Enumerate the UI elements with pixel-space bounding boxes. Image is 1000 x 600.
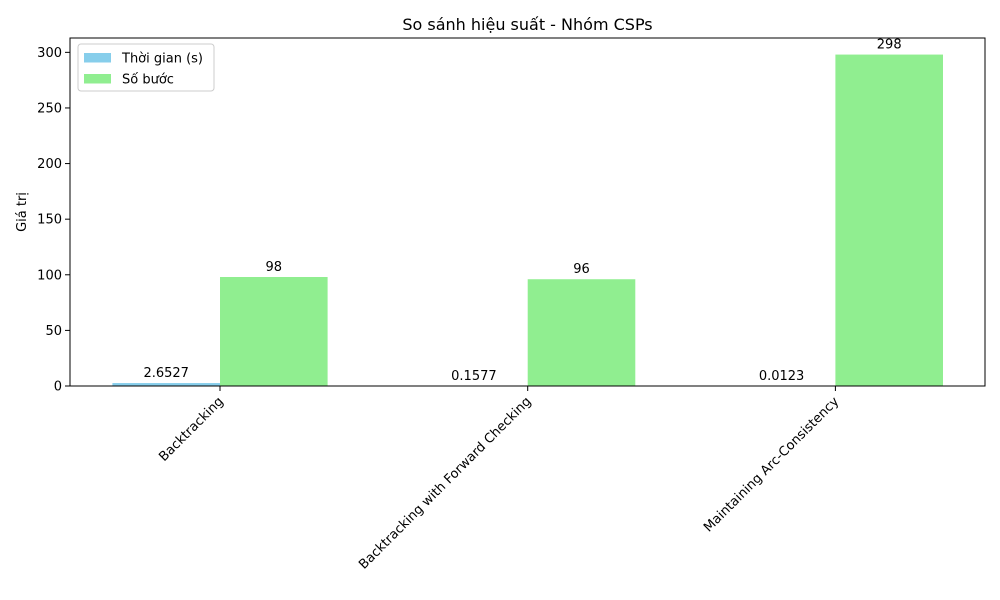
plot-frame — [69, 37, 986, 387]
y-axis-title: Giá trị — [15, 192, 30, 232]
y-tick-label: 200 — [37, 157, 62, 172]
data-label: 2.6527 — [143, 366, 189, 381]
data-label: 0.1577 — [451, 369, 497, 384]
bar-steps — [527, 279, 636, 386]
y-tick-label: 0 — [54, 380, 62, 395]
legend-label: Thời gian (s) — [121, 52, 203, 67]
y-tick-label: 50 — [45, 324, 62, 339]
y-tick-label: 100 — [37, 268, 62, 283]
x-tick-label: Maintaining Arc-Consistency — [701, 394, 842, 535]
legend-label: Số bước — [122, 73, 174, 88]
y-tick-label: 150 — [37, 213, 62, 228]
bar-time — [112, 383, 220, 386]
legend-frame — [77, 43, 215, 92]
chart-title: So sánh hiệu suất - Nhóm CSPs — [402, 15, 652, 34]
x-tick-label: Backtracking — [156, 394, 227, 465]
y-tick-label: 300 — [37, 46, 62, 61]
bar-steps — [835, 54, 943, 386]
legend: Thời gian (s) Số bước — [77, 43, 215, 92]
legend-swatch — [84, 53, 111, 63]
bar-steps — [220, 277, 328, 386]
data-label: 298 — [877, 38, 902, 53]
plot-area: 0 50 100 150 200 250 300 2.6527 0.1577 0.0123 98 96… — [37, 38, 943, 572]
x-tick-label: Backtracking with Forward Checking — [356, 394, 534, 572]
data-label: 0.0123 — [759, 369, 805, 384]
legend-swatch — [84, 74, 111, 84]
data-label: 98 — [266, 260, 283, 275]
y-tick-label: 250 — [37, 101, 62, 116]
data-label: 96 — [573, 262, 590, 277]
